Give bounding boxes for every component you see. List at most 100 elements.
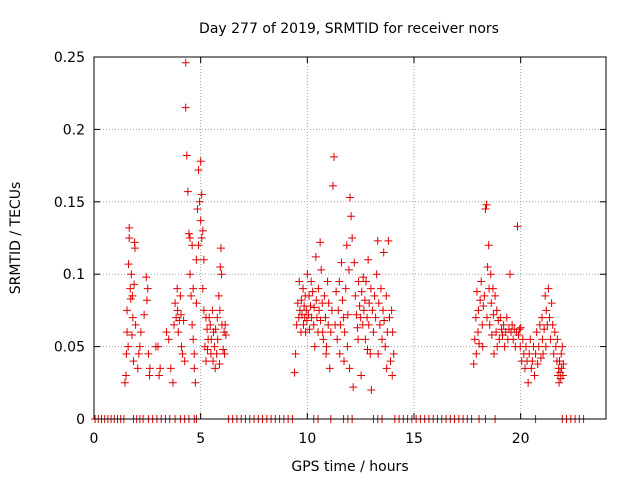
data-point xyxy=(542,306,551,315)
data-point xyxy=(541,342,550,351)
data-point xyxy=(308,287,317,296)
data-point xyxy=(353,323,362,332)
data-point xyxy=(557,349,566,358)
data-point xyxy=(196,216,205,225)
data-point xyxy=(318,328,327,337)
data-point xyxy=(120,378,129,387)
data-point xyxy=(127,331,136,340)
data-point xyxy=(306,302,315,311)
data-point xyxy=(502,313,511,322)
data-point xyxy=(369,328,378,337)
data-point xyxy=(538,313,546,322)
data-point xyxy=(555,378,564,387)
data-point xyxy=(335,277,344,286)
data-point xyxy=(334,306,343,315)
data-point xyxy=(363,313,372,322)
data-point xyxy=(198,284,207,293)
axis-ticks: 0 0.05 0.1 0.15 0.2 0.25 0 5 10 15 20 xyxy=(54,50,606,447)
data-point xyxy=(472,287,481,296)
data-point xyxy=(310,303,319,312)
data-point xyxy=(508,320,517,329)
data-point xyxy=(373,236,382,245)
data-point xyxy=(221,320,230,329)
data-point xyxy=(156,364,165,373)
y-tick-label: 0 xyxy=(76,412,85,428)
data-point xyxy=(173,306,182,315)
data-point xyxy=(492,328,501,337)
data-point xyxy=(128,313,137,322)
data-point xyxy=(127,270,136,279)
data-point xyxy=(125,223,134,232)
data-point xyxy=(337,258,346,267)
data-point xyxy=(126,284,135,293)
data-point xyxy=(177,310,186,319)
x-axis-label: GPS time / hours xyxy=(291,459,408,475)
data-point xyxy=(216,244,225,253)
data-point xyxy=(378,335,386,344)
data-point xyxy=(295,277,304,286)
data-point xyxy=(558,371,567,380)
data-point xyxy=(303,270,312,279)
data-point xyxy=(370,291,379,300)
data-point xyxy=(196,157,205,166)
data-point xyxy=(209,357,218,366)
data-point xyxy=(328,181,337,190)
data-point xyxy=(349,383,358,392)
data-point xyxy=(317,265,326,274)
data-point xyxy=(299,320,308,329)
data-point xyxy=(470,335,479,344)
data-point xyxy=(330,152,338,161)
chart-title: Day 277 of 2019, SRMTID for receiver nor… xyxy=(199,21,499,37)
x-tick-label: 15 xyxy=(405,431,423,447)
data-point xyxy=(130,280,139,289)
data-point xyxy=(547,299,556,308)
data-point xyxy=(541,291,550,300)
data-point xyxy=(203,345,212,354)
data-point xyxy=(171,299,180,308)
data-point xyxy=(388,328,397,337)
data-point xyxy=(214,291,223,300)
data-point xyxy=(487,331,496,340)
data-point xyxy=(155,371,164,380)
data-point xyxy=(170,320,178,329)
data-point xyxy=(192,255,201,264)
data-point xyxy=(359,306,368,315)
data-point xyxy=(365,299,374,308)
data-point xyxy=(516,323,525,332)
data-point xyxy=(128,291,137,300)
data-point xyxy=(489,310,498,319)
data-point xyxy=(140,310,149,319)
data-point xyxy=(518,335,527,344)
data-point xyxy=(538,335,547,344)
data-point xyxy=(382,364,391,373)
data-point xyxy=(491,291,500,300)
data-point xyxy=(314,284,323,293)
data-point xyxy=(533,359,542,368)
data-point xyxy=(326,328,335,337)
data-point xyxy=(212,349,221,358)
data-point xyxy=(535,320,544,329)
data-point xyxy=(487,299,496,308)
data-point xyxy=(145,364,154,373)
data-point xyxy=(354,335,363,344)
data-point xyxy=(386,357,395,366)
data-point xyxy=(181,103,190,112)
data-point xyxy=(168,378,177,387)
data-point xyxy=(474,328,482,337)
data-point xyxy=(123,328,132,337)
data-point xyxy=(202,357,210,366)
data-point xyxy=(177,342,186,351)
data-point xyxy=(123,306,132,315)
data-point xyxy=(352,310,361,319)
data-point xyxy=(344,265,353,274)
data-point xyxy=(203,325,212,334)
data-point xyxy=(474,306,483,315)
data-point xyxy=(372,270,381,279)
data-point xyxy=(142,296,151,305)
data-point xyxy=(382,291,391,300)
y-tick-label: 0.2 xyxy=(63,122,85,138)
data-point xyxy=(558,342,567,351)
data-point xyxy=(364,320,373,329)
data-point xyxy=(359,273,368,282)
data-point xyxy=(135,342,144,351)
